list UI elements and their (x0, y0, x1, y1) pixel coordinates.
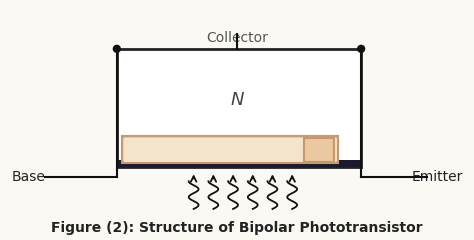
Circle shape (113, 45, 120, 52)
Text: Figure (2): Structure of Bipolar Phototransistor: Figure (2): Structure of Bipolar Phototr… (51, 221, 423, 235)
Text: N: N (230, 91, 244, 109)
Bar (117, 49, 361, 168)
Text: Emitter: Emitter (411, 170, 463, 184)
Text: N: N (313, 144, 324, 157)
FancyBboxPatch shape (123, 137, 337, 162)
Text: P: P (213, 143, 223, 161)
Circle shape (358, 45, 365, 52)
Text: Base: Base (11, 170, 46, 184)
Bar (304, 138, 334, 162)
Bar (122, 136, 338, 163)
Text: Collector: Collector (206, 31, 268, 45)
Bar (117, 160, 361, 168)
